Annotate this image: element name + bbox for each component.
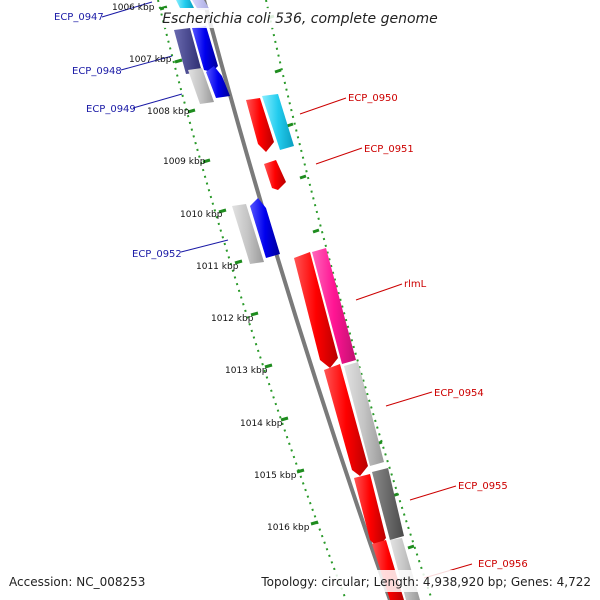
gene-block <box>344 362 384 466</box>
tick-label: 1012 kbp <box>211 314 254 324</box>
gene-block <box>294 252 338 368</box>
tick-label: 1015 kbp <box>254 471 297 481</box>
gene-block <box>354 474 386 548</box>
gene-block <box>188 68 214 104</box>
tick-label: 1007 kbp <box>129 55 172 65</box>
gene-label: ECP_0956 <box>478 559 528 570</box>
genome-summary-text: Topology: circular; Length: 4,938,920 bp… <box>260 575 591 589</box>
tick-mark <box>218 208 227 214</box>
gene-label: ECP_0949 <box>86 104 136 115</box>
footer-backdrop <box>0 570 600 592</box>
gene-block <box>262 94 294 150</box>
gene-label: ECP_0954 <box>434 388 484 399</box>
tick-mark <box>174 58 183 64</box>
tick-label: 1010 kbp <box>180 210 223 220</box>
gene-block <box>312 248 356 364</box>
gene-label: ECP_0951 <box>364 144 414 155</box>
tick-label: 1008 kbp <box>147 107 190 117</box>
gene-labels-reverse: ECP_0947 ECP_0948 ECP_0949 ECP_0952 <box>54 12 182 260</box>
accession-text: Accession: NC_008253 <box>9 575 145 589</box>
leader-lines-reverse <box>101 1 229 253</box>
gene-block <box>206 66 230 98</box>
tick-label: 1013 kbp <box>225 366 268 376</box>
gene-block <box>192 26 218 72</box>
tick-mark <box>280 416 289 422</box>
gene-label: ECP_0950 <box>348 93 398 104</box>
gene-label: rlmL <box>404 279 427 290</box>
tick-labels: 1006 kbp 1007 kbp 1008 kbp 1009 kbp 1010… <box>112 3 310 533</box>
gene-block <box>176 0 194 8</box>
tick-mark <box>202 158 211 164</box>
gene-label: ECP_0948 <box>72 66 122 77</box>
tick-mark <box>187 108 196 114</box>
tick-mark <box>159 5 168 11</box>
title-backdrop <box>164 8 436 28</box>
gene-block <box>372 468 404 540</box>
gene-block <box>324 364 368 476</box>
tick-mark <box>250 311 259 317</box>
gene-block <box>246 98 274 152</box>
tick-mark <box>296 468 305 474</box>
gene-label: ECP_0952 <box>132 249 182 260</box>
gene-block <box>232 204 264 264</box>
tick-label: 1009 kbp <box>163 157 206 167</box>
tick-marks <box>159 5 319 526</box>
leader-lines-forward <box>299 97 473 579</box>
gene-block <box>250 198 280 258</box>
tick-label: 1006 kbp <box>112 3 155 13</box>
tick-label: 1016 kbp <box>267 523 310 533</box>
tick-mark <box>264 363 273 369</box>
reverse-strand-genes <box>174 0 280 264</box>
tick-label: 1014 kbp <box>240 419 283 429</box>
tick-label: 1011 kbp <box>196 262 239 272</box>
gene-block <box>264 160 286 190</box>
gene-label: ECP_0947 <box>54 12 104 23</box>
tick-mark <box>234 259 243 265</box>
gene-block <box>192 0 210 10</box>
gene-labels-forward: ECP_0950 ECP_0951 rlmL ECP_0954 ECP_0955… <box>348 93 528 570</box>
gene-block <box>174 28 202 74</box>
genome-backbone <box>202 0 392 600</box>
tick-mark <box>310 520 319 526</box>
map-title: Escherichia coli 536, complete genome <box>162 11 438 27</box>
gene-label: ECP_0955 <box>458 481 508 492</box>
outer-dotted-track <box>265 0 433 600</box>
